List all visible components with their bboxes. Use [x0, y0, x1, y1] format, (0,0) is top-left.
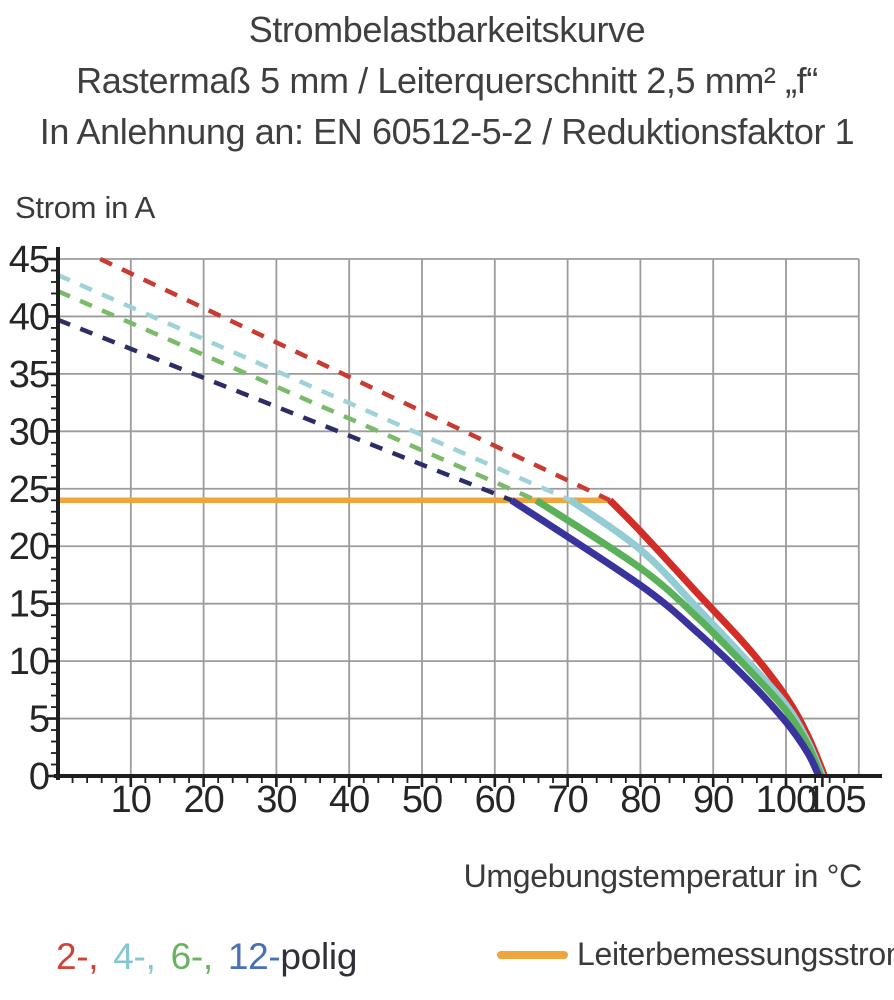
legend-polig-suffix: polig — [280, 936, 358, 977]
chart-title: Strombelastbarkeitskurve Rastermaß 5 mm … — [0, 4, 894, 157]
chart-title-line-2: Rastermaß 5 mm / Leiterquerschnitt 2,5 m… — [76, 60, 818, 101]
legend-item-12-polig: 12- — [227, 936, 281, 977]
curve-4-polig-dashed — [57, 273, 572, 503]
curve-2-polig-dashed — [99, 256, 611, 503]
y-tick-label: 30 — [9, 411, 49, 453]
x-tick-label: 70 — [547, 779, 587, 821]
x-tick-label: 100 — [756, 779, 816, 821]
legend-poles: 2-, 4-, 6-, 12- polig — [56, 936, 357, 978]
x-tick-label: 30 — [256, 779, 296, 821]
chart-title-line-1: Strombelastbarkeitskurve — [248, 9, 646, 50]
y-axis-title: Strom in A — [15, 190, 155, 225]
x-tick-label: 90 — [693, 779, 733, 821]
x-tick-label: 60 — [475, 779, 515, 821]
y-tick-label: 15 — [9, 584, 49, 626]
y-tick-label: 25 — [9, 469, 49, 511]
legend-item-2-polig: 2-, — [56, 936, 99, 977]
curve-6-polig-solid — [534, 497, 825, 778]
curve-6-polig-dashed — [57, 289, 538, 503]
y-tick-label: 0 — [29, 756, 49, 798]
curve-12-polig-solid — [509, 497, 822, 778]
curve-4-polig-solid — [568, 497, 826, 778]
y-tick-label: 40 — [9, 296, 49, 338]
y-tick-label: 20 — [9, 526, 49, 568]
x-tick-label: 10 — [111, 779, 151, 821]
x-tick-label: 105 — [805, 779, 865, 821]
chart-title-line-3: In Anlehnung an: EN 60512-5-2 / Reduktio… — [39, 111, 855, 152]
rated-current-legend-label: Leiterbemessungsstrom — [577, 936, 894, 972]
y-tick-label: 45 — [9, 239, 49, 281]
rated-current-legend-swatch — [497, 951, 568, 959]
x-tick-label: 40 — [329, 779, 369, 821]
y-tick-label: 5 — [29, 699, 49, 741]
x-tick-label: 80 — [620, 779, 660, 821]
y-tick-label: 35 — [9, 354, 49, 396]
x-tick-label: 50 — [402, 779, 442, 821]
x-tick-label: 20 — [183, 779, 223, 821]
legend-item-4-polig: 4-, — [113, 936, 156, 977]
legend-item-6-polig: 6-, — [170, 936, 214, 977]
x-axis-title: Umgebungstemperatur in °C — [463, 858, 863, 894]
curve-12-polig-dashed — [57, 317, 513, 503]
y-tick-label: 10 — [9, 641, 49, 683]
